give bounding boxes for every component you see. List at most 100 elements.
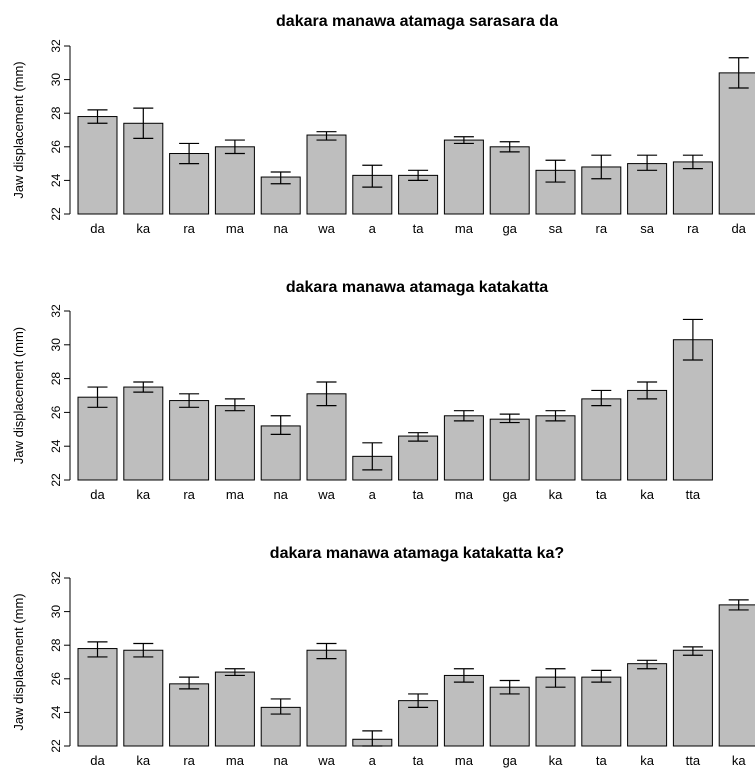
category-label: wa [317,221,335,236]
category-label: ma [455,487,474,502]
bar [398,700,439,747]
chart-title: dakara manawa atamaga katakatta ka? [270,545,564,562]
chart-title: dakara manawa atamaga sarasara da [276,13,558,30]
bar [489,418,530,481]
bar [77,116,118,215]
bar [77,648,118,747]
bar [306,393,347,481]
y-tick-label: 32 [49,304,63,318]
category-label: ka [136,221,151,236]
category-label: ka [732,753,747,768]
bar [443,139,484,215]
y-tick-label: 26 [49,405,63,419]
category-label: ga [502,753,517,768]
bar [627,163,668,215]
bar [398,174,439,215]
y-tick-label: 30 [49,338,63,352]
y-tick-label: 26 [49,672,63,686]
bar [672,649,713,747]
bar [214,671,255,747]
category-label: ka [549,487,564,502]
bar [718,72,755,215]
category-label: na [273,753,288,768]
bar [214,146,255,215]
category-label: ga [502,487,517,502]
category-label: a [369,753,377,768]
category-label: ma [455,753,474,768]
bar [306,649,347,747]
category-label: ta [413,487,425,502]
y-axis-label: Jaw displacement (mm) [11,593,26,730]
bar [169,153,210,215]
category-label: a [369,221,377,236]
y-tick-label: 30 [49,605,63,619]
y-tick-label: 22 [49,207,63,221]
bar [77,396,118,481]
bar [306,134,347,215]
category-label: tta [686,753,701,768]
bar [169,400,210,481]
category-label: ta [596,487,608,502]
category-label: ka [640,487,655,502]
category-label: ma [226,221,245,236]
category-label: ra [183,487,195,502]
y-tick-label: 32 [49,571,63,585]
bar [581,676,622,747]
bar [672,339,713,481]
category-label: da [90,753,105,768]
bar [489,146,530,215]
y-tick-label: 24 [49,173,63,187]
category-label: ka [136,487,151,502]
bar [443,415,484,481]
y-tick-label: 22 [49,473,63,487]
chart-title: dakara manawa atamaga katakatta [286,279,548,296]
bar [718,604,755,747]
category-label: ma [455,221,474,236]
category-label: tta [686,487,701,502]
category-label: ta [596,753,608,768]
bar [489,686,530,747]
category-label: ra [596,221,608,236]
y-tick-label: 22 [49,739,63,753]
category-label: wa [317,487,335,502]
category-label: ta [413,753,425,768]
y-axis-label: Jaw displacement (mm) [11,61,26,198]
category-label: a [369,487,377,502]
category-label: ka [640,753,655,768]
y-axis-label: Jaw displacement (mm) [11,327,26,464]
y-tick-label: 24 [49,705,63,719]
bar [535,415,576,481]
y-tick-label: 28 [49,638,63,652]
category-label: sa [549,221,564,236]
bar [627,663,668,747]
bar [398,435,439,481]
category-label: ma [226,753,245,768]
category-label: da [731,221,746,236]
category-label: na [273,221,288,236]
y-tick-label: 32 [49,39,63,53]
category-label: ka [549,753,564,768]
bar [123,386,164,481]
bar [214,405,255,481]
bar [169,683,210,747]
category-label: ma [226,487,245,502]
y-tick-label: 24 [49,439,63,453]
category-label: ra [183,753,195,768]
category-label: da [90,487,105,502]
category-label: ra [183,221,195,236]
bar [581,398,622,481]
y-tick-label: 26 [49,140,63,154]
category-label: ga [502,221,517,236]
category-label: ka [136,753,151,768]
y-tick-label: 28 [49,372,63,386]
category-label: na [273,487,288,502]
category-label: sa [640,221,655,236]
bar [535,676,576,747]
y-tick-label: 30 [49,73,63,87]
bar [627,389,668,481]
category-label: wa [317,753,335,768]
category-label: da [90,221,105,236]
category-label: ra [687,221,699,236]
category-label: ta [413,221,425,236]
